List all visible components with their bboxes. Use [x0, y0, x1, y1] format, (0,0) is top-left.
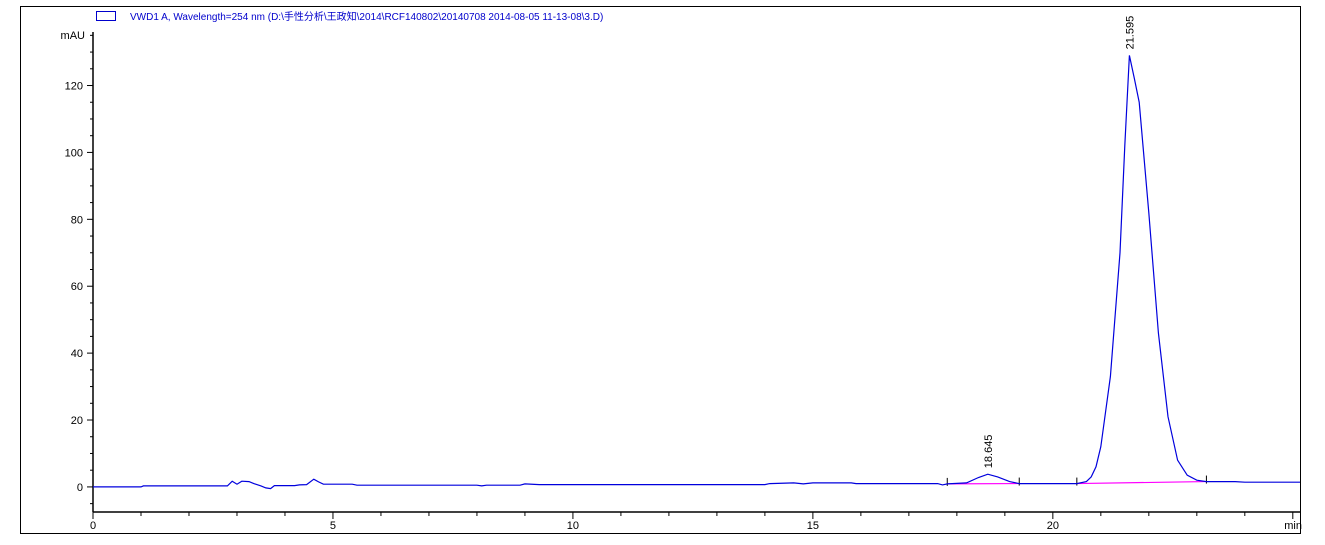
y-tick-label: 20: [71, 415, 83, 427]
y-tick-label: 0: [77, 482, 83, 494]
y-tick-label: 40: [71, 348, 83, 360]
y-tick-label: 80: [71, 214, 83, 226]
chart-frame: [20, 6, 1301, 534]
peak-label: 18.645: [983, 435, 995, 469]
legend-swatch: [96, 10, 116, 21]
peak-label: 21.595: [1124, 16, 1136, 50]
legend-label: VWD1 A, Wavelength=254 nm (D:\手性分析\王政知\2…: [130, 12, 604, 23]
y-axis-label: mAU: [61, 30, 86, 42]
signal-trace: [93, 55, 1300, 490]
y-tick-label: 100: [65, 147, 83, 159]
x-tick-label: 5: [330, 520, 336, 532]
x-tick-label: 0: [90, 520, 96, 532]
x-tick-label: 15: [807, 520, 819, 532]
y-tick-label: 60: [71, 281, 83, 293]
x-axis-label: min: [1284, 520, 1302, 532]
legend: VWD1 A, Wavelength=254 nm (D:\手性分析\王政知\2…: [96, 8, 603, 23]
x-tick-label: 20: [1047, 520, 1059, 532]
x-tick-label: 10: [567, 520, 579, 532]
y-tick-label: 120: [65, 81, 83, 93]
integration-baseline: [1076, 480, 1207, 485]
